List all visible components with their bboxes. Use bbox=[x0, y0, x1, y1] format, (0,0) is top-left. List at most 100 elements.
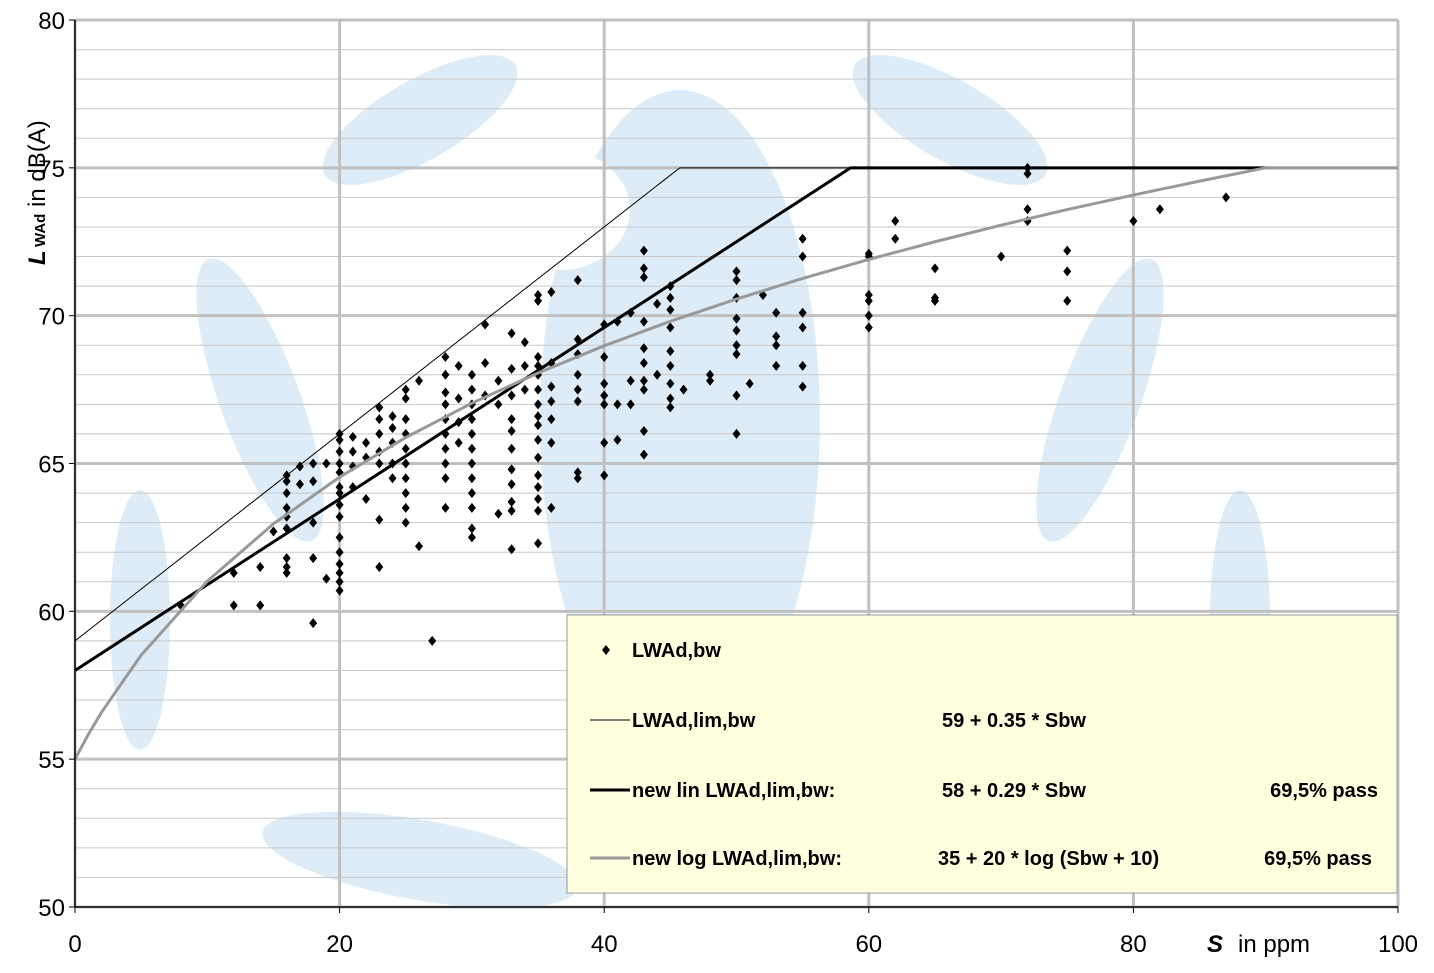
y-axis-label: in dB(A) bbox=[24, 120, 51, 207]
point bbox=[508, 464, 516, 474]
point bbox=[375, 562, 383, 572]
point bbox=[534, 296, 542, 306]
point bbox=[891, 234, 899, 244]
point bbox=[468, 524, 476, 534]
point bbox=[1063, 266, 1071, 276]
point bbox=[441, 503, 449, 513]
point bbox=[441, 444, 449, 454]
point bbox=[336, 532, 344, 542]
y-tick-label: 60 bbox=[38, 599, 65, 626]
point bbox=[468, 370, 476, 380]
point bbox=[455, 361, 463, 371]
x-tick-label: 0 bbox=[68, 931, 81, 958]
point bbox=[402, 488, 410, 498]
point bbox=[468, 459, 476, 469]
point bbox=[1063, 246, 1071, 256]
point bbox=[931, 263, 939, 273]
point bbox=[402, 459, 410, 469]
point bbox=[1156, 204, 1164, 214]
point bbox=[1129, 216, 1137, 226]
legend-note: 69,5% pass bbox=[1270, 780, 1378, 802]
point bbox=[521, 361, 529, 371]
point bbox=[402, 444, 410, 454]
point bbox=[508, 426, 516, 436]
point bbox=[362, 438, 370, 448]
point bbox=[375, 414, 383, 424]
point bbox=[441, 370, 449, 380]
point bbox=[336, 577, 344, 587]
point bbox=[441, 399, 449, 409]
point bbox=[508, 444, 516, 454]
y-tick-label: 65 bbox=[38, 452, 65, 479]
point bbox=[468, 503, 476, 513]
point bbox=[336, 547, 344, 557]
point bbox=[402, 385, 410, 395]
legend-note: 69,5% pass bbox=[1264, 848, 1372, 870]
point bbox=[441, 388, 449, 398]
point bbox=[508, 328, 516, 338]
point bbox=[508, 544, 516, 554]
point bbox=[508, 479, 516, 489]
point bbox=[389, 423, 397, 433]
x-tick-label: 100 bbox=[1378, 931, 1418, 958]
point bbox=[508, 364, 516, 374]
point bbox=[441, 459, 449, 469]
x-tick-label: 60 bbox=[855, 931, 882, 958]
x-tick-label: 40 bbox=[591, 931, 618, 958]
point bbox=[349, 432, 357, 442]
point bbox=[865, 296, 873, 306]
point bbox=[336, 559, 344, 569]
chart: 50556065707580020406080100 S in ppm L WA… bbox=[0, 0, 1434, 968]
point bbox=[494, 509, 502, 519]
point bbox=[534, 352, 542, 362]
legend-label: new lin LWAd,lim,bw: bbox=[632, 780, 835, 802]
point bbox=[375, 515, 383, 525]
point bbox=[283, 568, 291, 578]
x-axis-symbol: S bbox=[1207, 931, 1223, 958]
point bbox=[468, 488, 476, 498]
point bbox=[322, 459, 330, 469]
point bbox=[534, 506, 542, 516]
point bbox=[468, 385, 476, 395]
point bbox=[336, 447, 344, 457]
point bbox=[375, 402, 383, 412]
point bbox=[494, 376, 502, 386]
point bbox=[455, 393, 463, 403]
point bbox=[402, 503, 410, 513]
point bbox=[283, 553, 291, 563]
point bbox=[375, 429, 383, 439]
point bbox=[389, 473, 397, 483]
point bbox=[336, 568, 344, 578]
point bbox=[521, 337, 529, 347]
point bbox=[1024, 204, 1032, 214]
point bbox=[230, 600, 238, 610]
point bbox=[336, 512, 344, 522]
y-axis-symbol: L bbox=[24, 250, 51, 265]
y-tick-label: 55 bbox=[38, 747, 65, 774]
point bbox=[336, 586, 344, 596]
point bbox=[375, 459, 383, 469]
point bbox=[508, 506, 516, 516]
point bbox=[481, 358, 489, 368]
point bbox=[534, 538, 542, 548]
point bbox=[891, 216, 899, 226]
point bbox=[415, 376, 423, 386]
point bbox=[256, 600, 264, 610]
x-tick-label: 80 bbox=[1120, 931, 1147, 958]
point bbox=[402, 518, 410, 528]
point bbox=[508, 390, 516, 400]
legend-formula: 35 + 20 * log (Sbw + 10) bbox=[938, 848, 1159, 870]
point bbox=[534, 470, 542, 480]
x-tick-label: 20 bbox=[326, 931, 353, 958]
point bbox=[494, 399, 502, 409]
point bbox=[865, 311, 873, 321]
legend-label: new log LWAd,lim,bw: bbox=[632, 848, 842, 870]
point bbox=[441, 473, 449, 483]
legend-label: LWAd,bw bbox=[632, 640, 721, 662]
point bbox=[428, 636, 436, 646]
point bbox=[468, 444, 476, 454]
point bbox=[997, 252, 1005, 262]
y-axis-title: L WAd in dB(A) bbox=[24, 120, 51, 265]
point bbox=[349, 447, 357, 457]
legend-formula: 59 + 0.35 * Sbw bbox=[942, 710, 1086, 732]
